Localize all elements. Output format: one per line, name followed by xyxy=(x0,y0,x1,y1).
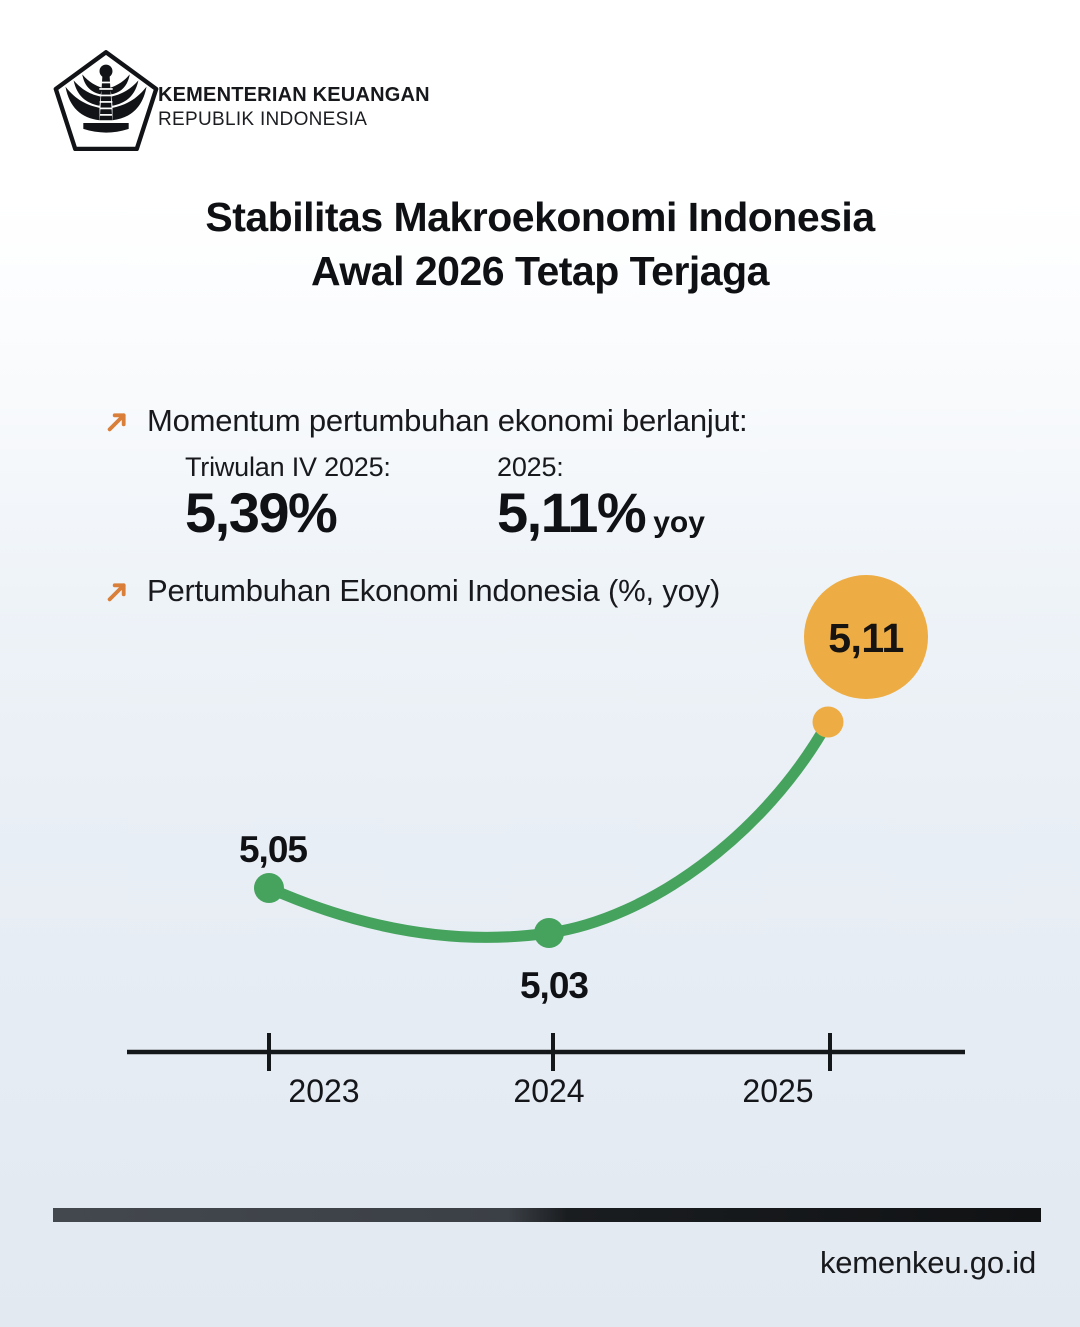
growth-stats: Triwulan IV 2025: 5,39% 2025: 5,11% yoy xyxy=(185,452,809,541)
ministry-name: KEMENTERIAN KEUANGAN REPUBLIK INDONESIA xyxy=(158,82,430,133)
point-label-2023: 5,05 xyxy=(239,829,307,870)
page-title-line1: Stabilitas Makroekonomi Indonesia xyxy=(205,194,875,240)
line-series xyxy=(263,716,834,943)
footer-website: kemenkeu.go.id xyxy=(819,1245,1036,1280)
bullet-chart-caption: Pertumbuhan Ekonomi Indonesia (%, yoy) xyxy=(104,573,720,609)
bullet-chart-caption-text: Pertumbuhan Ekonomi Indonesia (%, yoy) xyxy=(147,573,721,608)
data-point-2023 xyxy=(254,873,284,903)
data-point-2024 xyxy=(534,918,564,948)
x-tick-label-2023: 2023 xyxy=(288,1073,359,1109)
bullet-momentum-text: Momentum pertumbuhan ekonomi berlanjut: xyxy=(147,403,748,438)
footer-divider-bar xyxy=(53,1208,1041,1222)
stat-q4-2025-label: Triwulan IV 2025: xyxy=(185,452,391,482)
up-right-arrow-icon xyxy=(107,583,126,602)
stat-fy-2025-suffix: yoy xyxy=(653,506,705,539)
x-tick-label-2024: 2024 xyxy=(513,1073,584,1109)
stat-fy-2025-label: 2025: xyxy=(497,452,564,482)
x-tick-label-2025: 2025 xyxy=(742,1073,813,1109)
stat-fy-2025-value: 5,11% yoy xyxy=(497,485,809,541)
data-point-2025 xyxy=(812,706,844,738)
page-title-line2: Awal 2026 Tetap Terjaga xyxy=(311,248,769,295)
highlight-bubble-2025 xyxy=(804,575,928,699)
ministry-name-line1: KEMENTERIAN KEUANGAN xyxy=(158,84,430,106)
up-right-arrow-icon xyxy=(107,413,126,432)
bullet-momentum: Momentum pertumbuhan ekonomi berlanjut: xyxy=(104,403,748,439)
stat-q4-2025: Triwulan IV 2025: 5,39% xyxy=(185,452,497,541)
stat-fy-2025-number: 5,11% xyxy=(497,481,647,544)
kemenkeu-logo xyxy=(53,50,159,152)
stat-q4-2025-number: 5,39% xyxy=(185,481,338,544)
logo-emblem xyxy=(65,64,147,133)
point-label-2024: 5,03 xyxy=(520,965,588,1006)
stat-fy-2025: 2025: 5,11% yoy xyxy=(497,452,809,541)
ministry-name-line2: REPUBLIK INDONESIA xyxy=(158,109,368,130)
stat-q4-2025-value: 5,39% xyxy=(185,485,497,541)
highlight-value-label: 5,11 xyxy=(828,615,904,661)
page-title: Stabilitas Makroekonomi Indonesia Awal 2… xyxy=(0,190,1080,298)
